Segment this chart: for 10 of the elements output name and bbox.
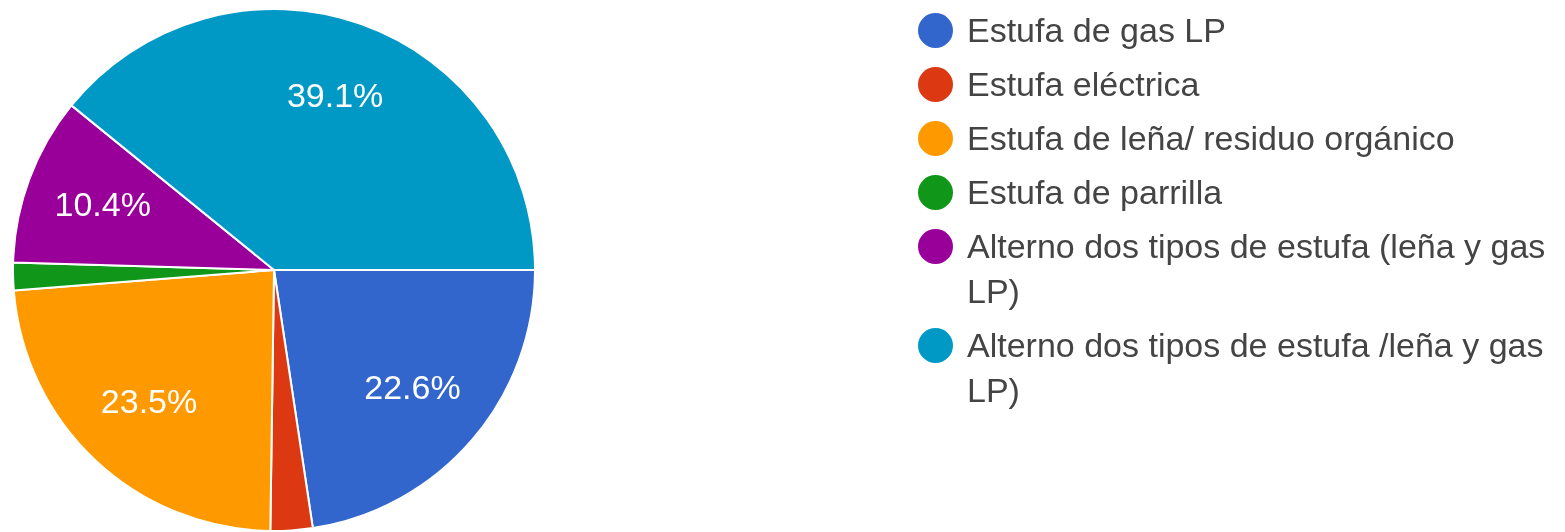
data-label: 23.5% (100, 381, 198, 420)
legend-label: Estufa eléctrica (967, 64, 1201, 105)
legend-label: Estufa de parrilla (967, 172, 1224, 213)
data-label: 39.1% (286, 76, 384, 115)
legend-label: Alterno dos tipos de estufa /leña y gas LP) (967, 325, 1545, 411)
data-label: 22.6% (364, 367, 461, 406)
legend-label: Alterno dos tipos de estufa (leña y gas LP) (967, 226, 1547, 312)
legend-label: Estufa de leña/ residuo orgánico (967, 118, 1456, 159)
legend-label: Estufa de gas LP (967, 10, 1227, 51)
data-label: 10.4% (54, 184, 151, 223)
